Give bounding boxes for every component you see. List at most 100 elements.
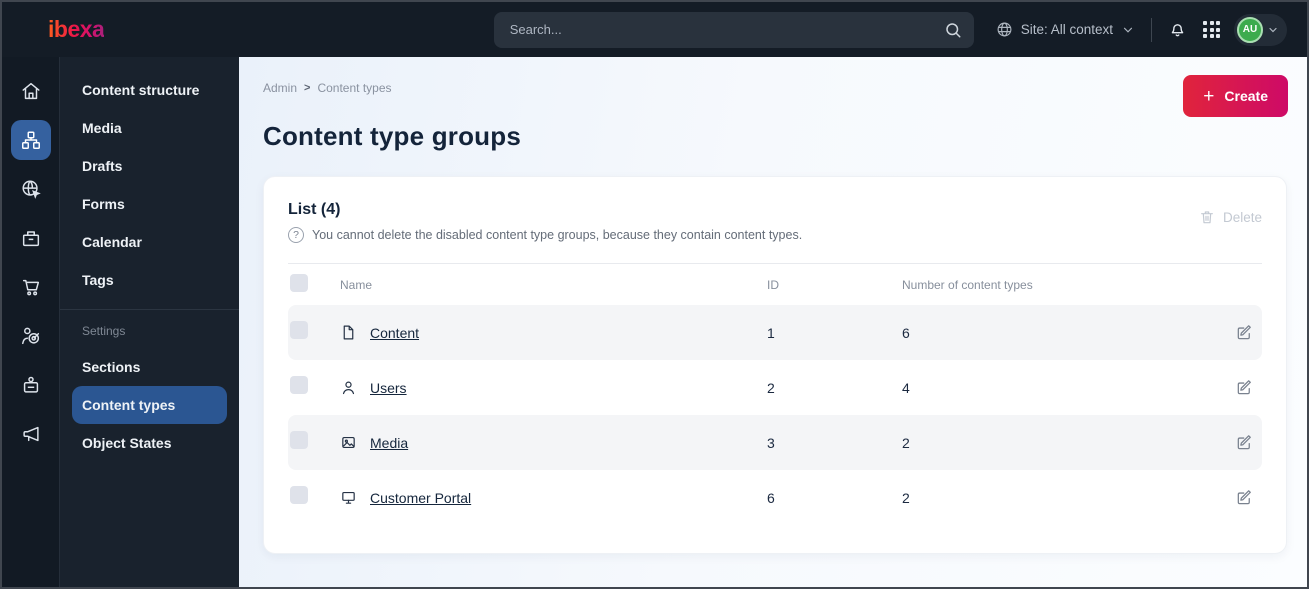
- row-count: 2: [902, 489, 910, 506]
- topbar-divider: [1151, 17, 1152, 42]
- row-id: 2: [767, 379, 775, 396]
- rail-item-content[interactable]: [10, 120, 51, 160]
- chevron-down-icon: [1123, 27, 1133, 33]
- breadcrumb-current: Content types: [317, 81, 392, 95]
- content-type-group-link[interactable]: Media: [370, 434, 409, 451]
- top-bar: ibexa Site: All context AU: [2, 2, 1307, 57]
- sidebar-section-label: Settings: [82, 324, 126, 338]
- content-type-groups-table: Name ID Number of content types Content …: [288, 263, 1262, 525]
- table-row: Users 2 4: [288, 360, 1262, 415]
- page-title: Content type groups: [263, 121, 522, 151]
- column-header-name: Name: [340, 277, 373, 292]
- sidebar-item-drafts[interactable]: Drafts: [82, 158, 123, 174]
- sidebar-item-calendar[interactable]: Calendar: [82, 234, 142, 250]
- badge-icon: [23, 376, 38, 393]
- rail-item-commerce[interactable]: [11, 267, 51, 307]
- edit-button[interactable]: [1235, 488, 1254, 507]
- edit-button[interactable]: [1235, 433, 1254, 452]
- sidebar-item-object-states[interactable]: Object States: [82, 435, 172, 451]
- column-header-count: Number of content types: [902, 277, 1033, 292]
- row-id: 6: [767, 489, 775, 506]
- megaphone-icon: [22, 426, 39, 442]
- avatar: AU: [1237, 16, 1263, 43]
- select-all-checkbox[interactable]: [290, 274, 308, 292]
- sidebar-item-forms[interactable]: Forms: [82, 196, 125, 212]
- row-checkbox[interactable]: [290, 486, 308, 504]
- user-icon: [340, 379, 357, 396]
- app-grid-icon: [1203, 21, 1220, 38]
- app-switcher-button[interactable]: [1203, 21, 1234, 38]
- global-search[interactable]: [493, 11, 974, 48]
- rail-item-marketing[interactable]: [11, 414, 51, 454]
- sidebar-item-sections[interactable]: Sections: [82, 359, 141, 375]
- edit-button[interactable]: [1235, 378, 1254, 397]
- help-circle-icon: [288, 227, 304, 243]
- icon-rail: [2, 57, 60, 587]
- bell-icon: [1171, 24, 1184, 37]
- list-title: List (4): [288, 201, 341, 218]
- image-icon: [340, 434, 357, 451]
- table-row: Customer Portal 6 2: [288, 470, 1262, 525]
- list-info-text: You cannot delete the disabled content t…: [312, 228, 803, 242]
- sidebar-divider: [60, 309, 239, 310]
- site-context-label: Site: All context: [1020, 22, 1113, 37]
- sidebar-item-content-types[interactable]: Content types: [72, 386, 227, 424]
- list-info: You cannot delete the disabled content t…: [288, 227, 802, 243]
- breadcrumb-separator: >: [304, 82, 311, 94]
- table-row: Media 3 2: [288, 415, 1262, 470]
- row-checkbox[interactable]: [290, 321, 308, 339]
- content-type-group-link[interactable]: Content: [370, 324, 420, 341]
- rail-item-personalization[interactable]: [11, 316, 51, 356]
- content-type-groups-card: List (4) You cannot delete the disabled …: [263, 176, 1287, 554]
- globe-icon: [997, 22, 1012, 37]
- row-id: 3: [767, 434, 775, 451]
- monitor-icon: [340, 489, 357, 506]
- sidebar-main-list: Content structure Media Drafts Forms Calenda…: [72, 71, 227, 299]
- sidebar-item-tags[interactable]: Tags: [82, 272, 114, 288]
- plus-icon: +: [1203, 85, 1215, 107]
- row-count: 6: [902, 324, 910, 341]
- product-box-icon: [22, 231, 39, 247]
- notifications-button[interactable]: [1168, 20, 1187, 39]
- content-type-group-link[interactable]: Customer Portal: [370, 489, 472, 506]
- site-globe-cursor-icon: [21, 180, 41, 199]
- content-tree-icon: [21, 131, 40, 149]
- site-context-selector[interactable]: Site: All context: [996, 21, 1135, 38]
- table-header-row: Name ID Number of content types: [288, 263, 1262, 305]
- edit-pencil-icon: [1237, 490, 1251, 505]
- topbar-right-cluster: Site: All context AU: [996, 13, 1287, 46]
- cart-icon: [22, 279, 39, 296]
- breadcrumb-admin[interactable]: Admin: [263, 81, 298, 95]
- row-checkbox[interactable]: [290, 431, 308, 449]
- create-button[interactable]: + Create: [1183, 75, 1288, 117]
- search-input[interactable]: [509, 22, 944, 37]
- edit-pencil-icon: [1237, 435, 1251, 450]
- content-type-group-link[interactable]: Users: [370, 379, 407, 396]
- edit-pencil-icon: [1237, 380, 1251, 395]
- row-checkbox[interactable]: [290, 376, 308, 394]
- user-menu[interactable]: AU: [1234, 13, 1287, 46]
- home-icon: [21, 82, 40, 100]
- sidebar-menu: Content structure Media Drafts Forms Calenda…: [60, 57, 239, 587]
- rail-item-dashboard[interactable]: [11, 71, 51, 111]
- table-row: Content 1 6: [288, 305, 1262, 360]
- search-icon: [945, 22, 961, 37]
- trash-icon: [1201, 211, 1213, 224]
- file-icon: [340, 324, 357, 341]
- sidebar-item-media[interactable]: Media: [82, 120, 122, 136]
- column-header-id: ID: [767, 277, 779, 292]
- delete-button[interactable]: Delete: [1199, 209, 1262, 225]
- ibexa-logo: ibexa: [48, 16, 105, 42]
- edit-button[interactable]: [1235, 323, 1254, 342]
- rail-item-site[interactable]: [11, 169, 51, 209]
- sidebar-item-content-structure[interactable]: Content structure: [82, 82, 200, 98]
- row-count: 2: [902, 434, 910, 451]
- table-body: Content 1 6 Users 2 4 Media 3 2: [288, 305, 1262, 525]
- breadcrumb: Admin > Content types: [263, 81, 1287, 95]
- main-content: Admin > Content types + Create Content t…: [239, 57, 1307, 587]
- rail-item-admin[interactable]: [11, 365, 51, 405]
- delete-button-label: Delete: [1222, 209, 1262, 225]
- row-count: 4: [902, 379, 910, 396]
- rail-item-product-catalog[interactable]: [11, 218, 51, 258]
- edit-pencil-icon: [1237, 325, 1251, 340]
